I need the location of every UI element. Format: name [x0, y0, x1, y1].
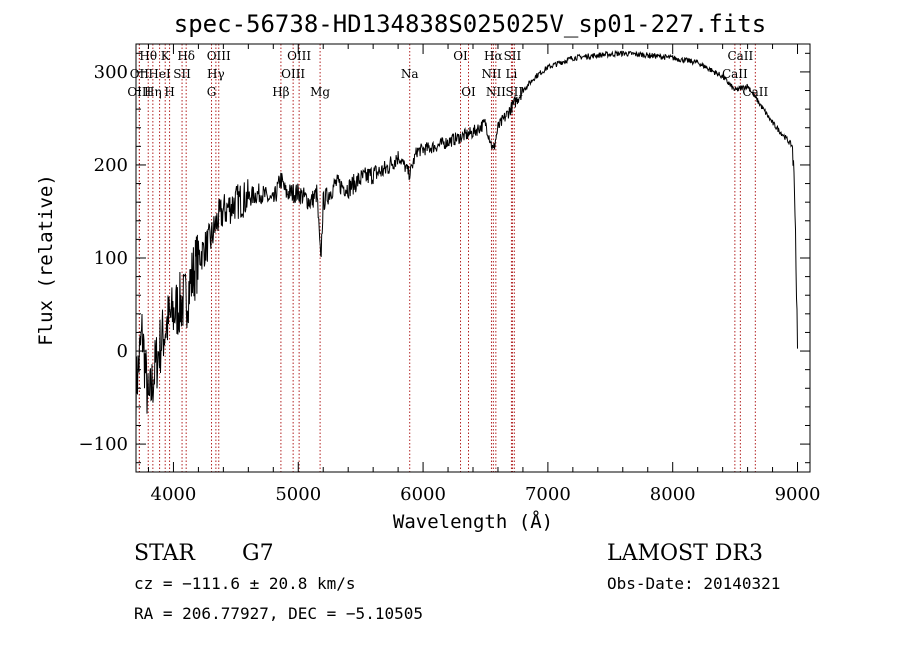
line-label-24: SII — [505, 85, 523, 99]
line-label-3: Hη — [144, 85, 162, 99]
object-subclass: G7 — [242, 541, 274, 566]
line-label-23: Li — [506, 67, 518, 81]
y-tick-label--100: −100 — [79, 434, 128, 455]
line-label-18: OI — [461, 85, 476, 99]
line-label-1: OII — [130, 67, 150, 81]
line-label-25: CaII — [727, 49, 753, 63]
coordinates: RA = 206.77927, DEC = −5.10505 — [134, 604, 423, 623]
line-label-26: CaII — [722, 67, 748, 81]
line-label-21: NII — [481, 67, 501, 81]
line-label-17: OI — [453, 49, 468, 63]
spectrum-series-line — [135, 49, 798, 421]
line-label-2: OIII — [127, 85, 151, 99]
line-label-7: SII — [173, 67, 191, 81]
y-axis: −100 0 100 200 300 — [79, 52, 810, 464]
chart-title: spec-56738-HD134838S025025V_sp01-227.fit… — [174, 10, 766, 38]
x-axis-label: Wavelength (Å) — [393, 510, 553, 533]
y-tick-label-0: 0 — [117, 341, 128, 362]
x-tick-label-9000: 9000 — [775, 484, 821, 505]
line-label-0: Hθ — [139, 49, 157, 63]
y-tick-label-200: 200 — [94, 155, 128, 176]
x-tick-label-7000: 7000 — [525, 484, 571, 505]
line-label-19: Hα — [484, 49, 503, 63]
line-label-8: Hδ — [177, 49, 195, 63]
x-tick-label-5000: 5000 — [275, 484, 321, 505]
x-tick-label-4000: 4000 — [151, 484, 197, 505]
plot-frame — [135, 43, 811, 473]
line-label-20: SII — [504, 49, 522, 63]
line-label-13: OIII — [287, 49, 311, 63]
x-tick-label-6000: 6000 — [400, 484, 446, 505]
line-label-5: K — [161, 49, 171, 63]
x-axis: 4000 5000 6000 7000 8000 9000 — [147, 44, 821, 505]
spectral-line-markers — [138, 44, 756, 472]
y-axis-label: Flux (relative) — [35, 174, 57, 346]
y-tick-label-100: 100 — [94, 248, 128, 269]
y-tick-label-300: 300 — [94, 62, 128, 83]
survey-name: LAMOST DR3 — [607, 541, 763, 566]
line-label-10: Hγ — [207, 67, 225, 81]
line-label-16: Na — [401, 67, 419, 81]
observation-date: Obs-Date: 20140321 — [607, 574, 780, 593]
object-class: STAR — [134, 541, 196, 566]
line-label-4: HeI — [148, 67, 171, 81]
line-label-6: H — [164, 85, 174, 99]
line-label-12: Hβ — [272, 85, 289, 99]
line-label-9: OIII — [207, 49, 231, 63]
redshift-velocity: cz = −111.6 ± 20.8 km/s — [134, 574, 356, 593]
line-label-15: Mg — [310, 85, 330, 99]
x-tick-label-8000: 8000 — [650, 484, 696, 505]
line-label-11: G — [207, 85, 217, 99]
line-label-22: NII — [486, 85, 506, 99]
line-label-14: OIII — [281, 67, 305, 81]
